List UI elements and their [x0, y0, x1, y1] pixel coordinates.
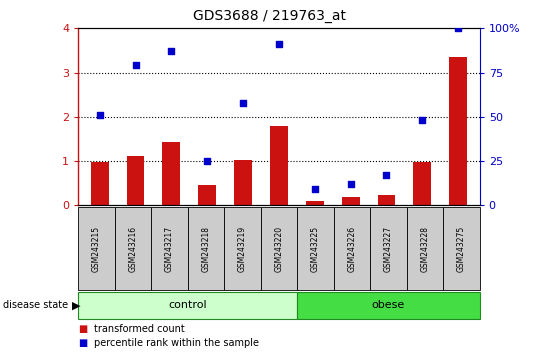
Text: GSM243275: GSM243275 [457, 225, 466, 272]
Bar [91, 162, 109, 205]
Point [167, 48, 176, 54]
Point [454, 25, 462, 31]
Bar [342, 198, 360, 205]
Text: GDS3688 / 219763_at: GDS3688 / 219763_at [193, 9, 346, 23]
Text: ■: ■ [78, 338, 87, 348]
Point [418, 118, 427, 123]
Text: percentile rank within the sample: percentile rank within the sample [94, 338, 259, 348]
Point [203, 158, 211, 164]
Point [95, 112, 104, 118]
Text: ■: ■ [78, 324, 87, 333]
Point [382, 172, 391, 178]
Bar [413, 162, 431, 205]
Text: disease state: disease state [3, 300, 68, 310]
Bar [127, 156, 144, 205]
Text: GSM243228: GSM243228 [420, 226, 430, 272]
Bar [449, 57, 467, 205]
Text: GSM243216: GSM243216 [128, 225, 137, 272]
Bar [234, 160, 252, 205]
Text: GSM243227: GSM243227 [384, 225, 393, 272]
Text: ▶: ▶ [72, 300, 80, 310]
Text: control: control [168, 300, 207, 310]
Point [274, 41, 283, 47]
Bar [198, 184, 216, 205]
Point [239, 100, 247, 105]
Bar [162, 143, 181, 205]
Text: GSM243218: GSM243218 [202, 226, 210, 272]
Point [347, 181, 355, 187]
Text: GSM243217: GSM243217 [165, 225, 174, 272]
Text: GSM243215: GSM243215 [92, 225, 101, 272]
Text: GSM243220: GSM243220 [274, 225, 284, 272]
Bar [377, 195, 396, 205]
Text: transformed count: transformed count [94, 324, 185, 333]
Text: obese: obese [372, 300, 405, 310]
Text: GSM243226: GSM243226 [348, 225, 356, 272]
Text: GSM243219: GSM243219 [238, 225, 247, 272]
Point [310, 187, 319, 192]
Point [131, 63, 140, 68]
Bar [270, 126, 288, 205]
Bar [306, 201, 324, 205]
Text: GSM243225: GSM243225 [311, 225, 320, 272]
